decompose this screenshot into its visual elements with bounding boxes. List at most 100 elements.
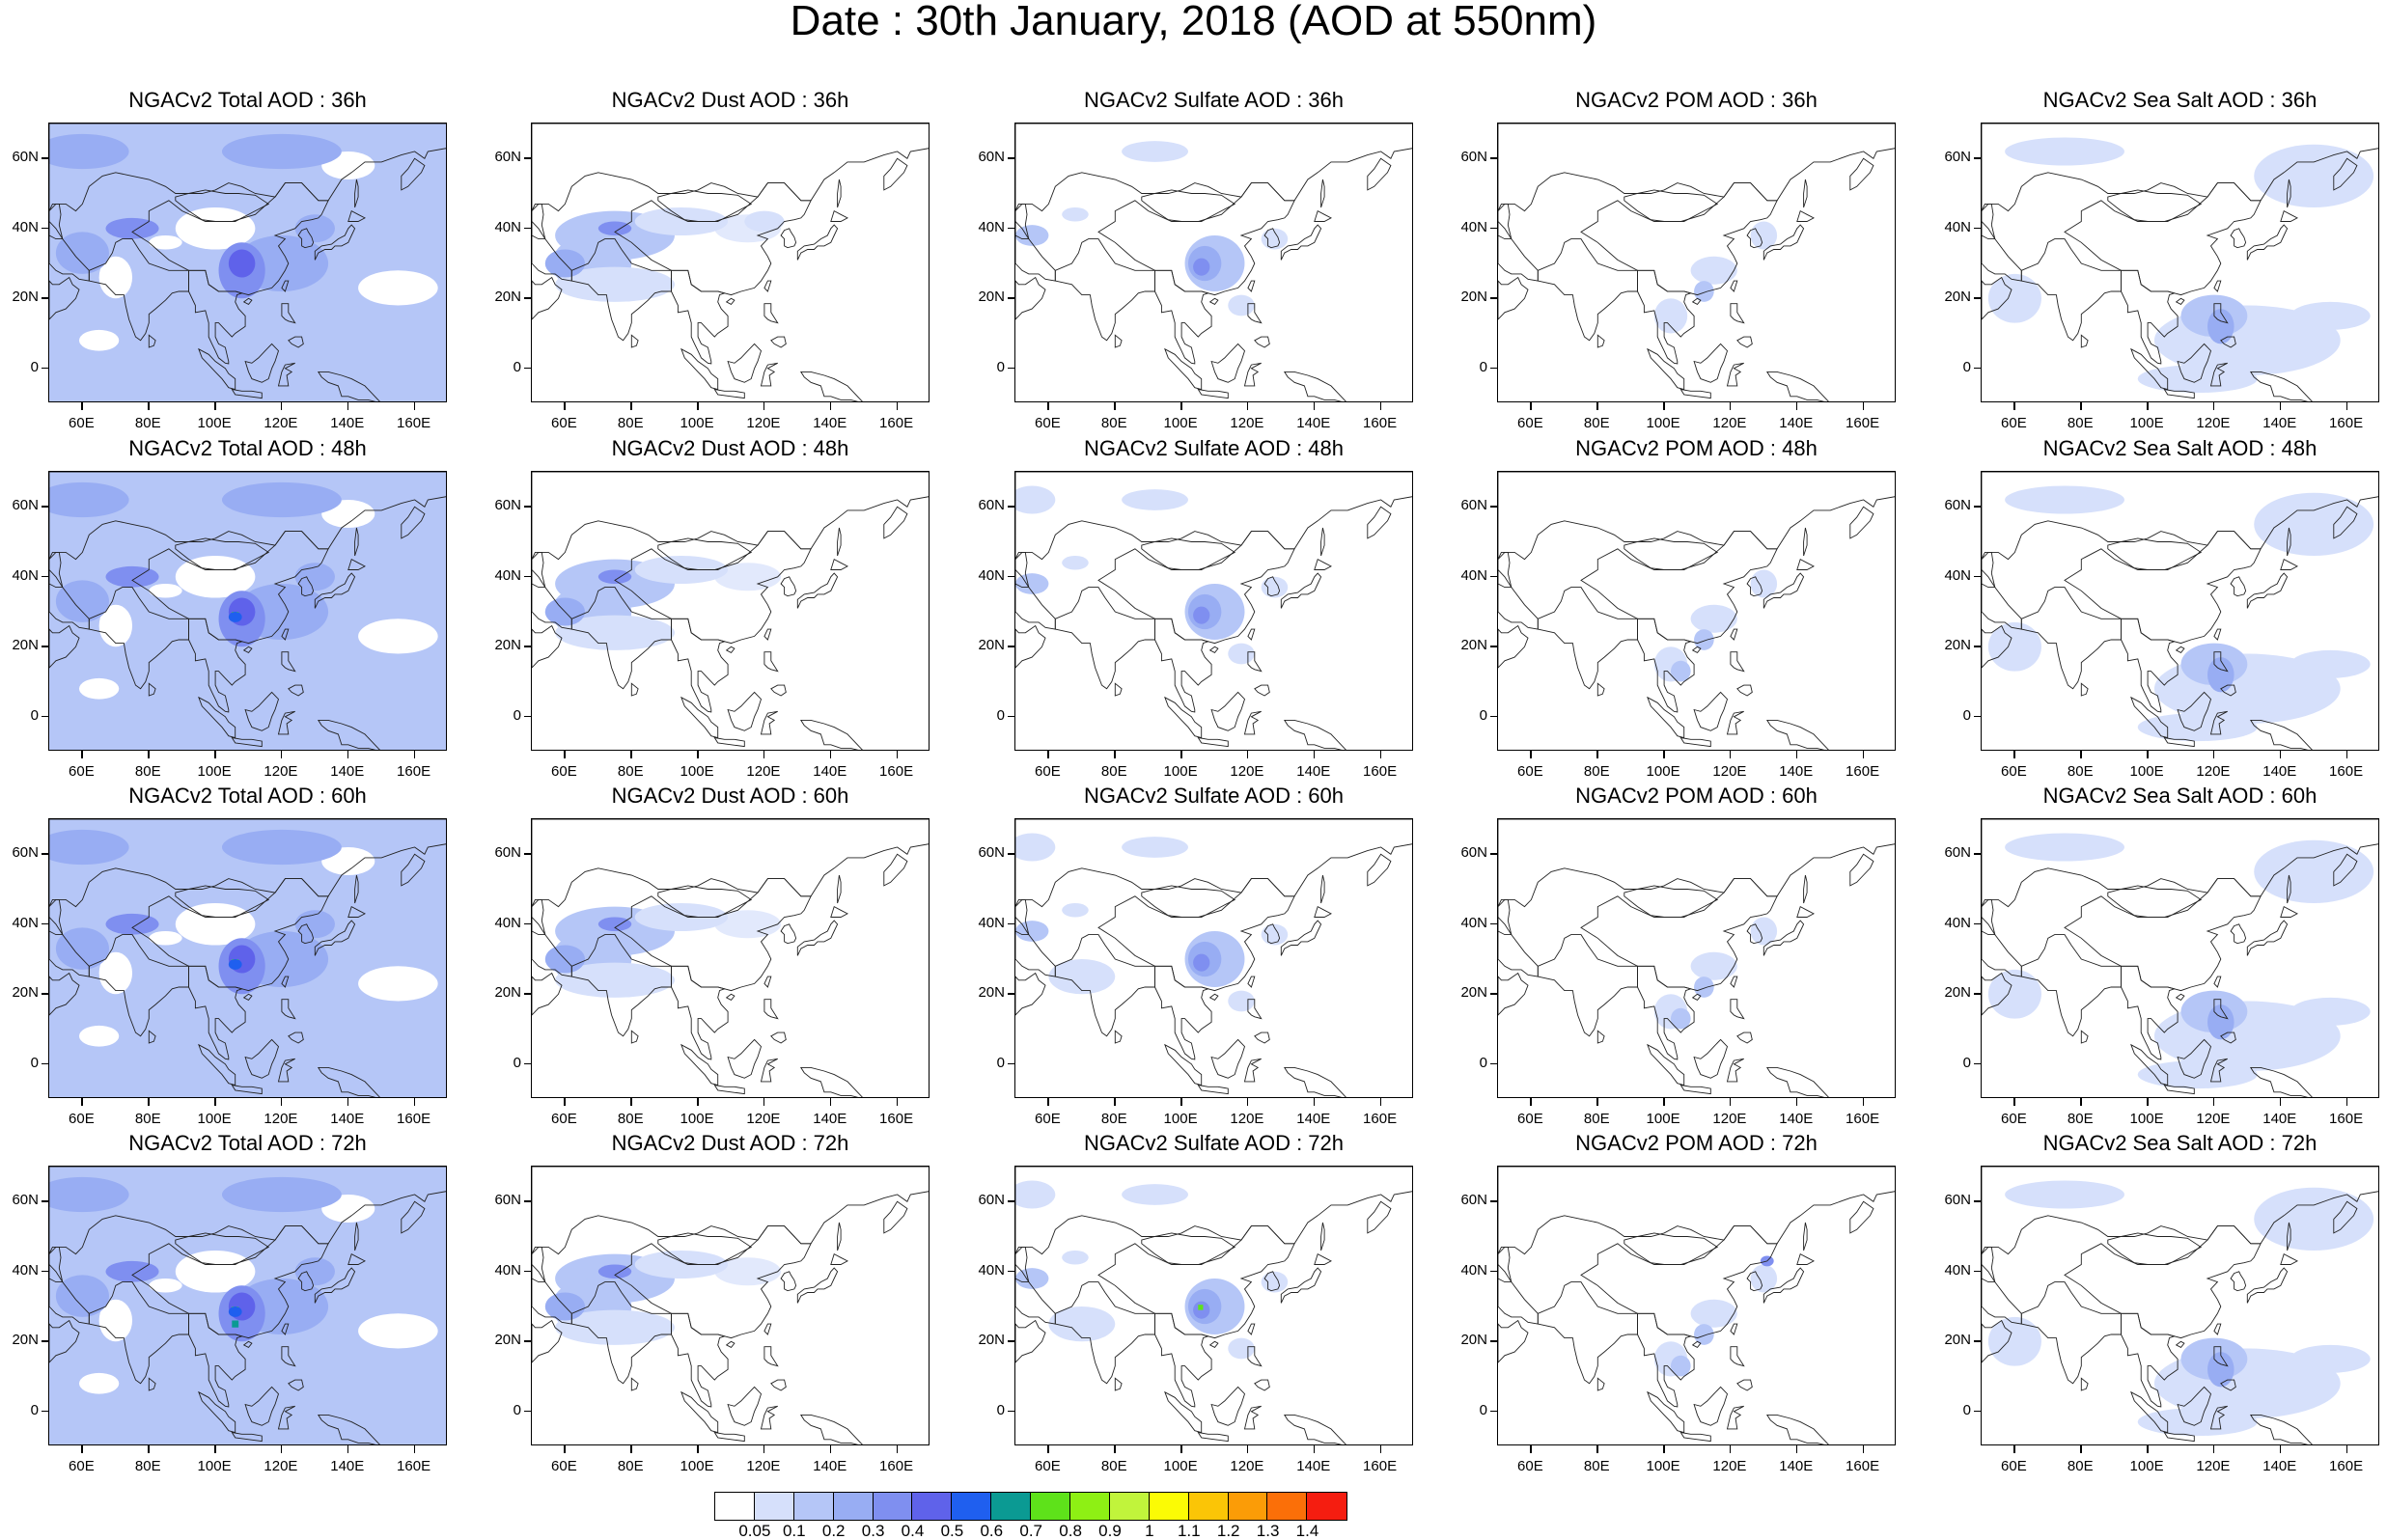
lat-tick [1974,227,1981,230]
coastline [570,1281,672,1385]
lon-tick-label: 160E [397,1458,431,1474]
coastline [830,558,848,570]
lat-tick [524,715,531,718]
map-panel-total-3: NGACv2 Total AOD : 72h 60N 40N 20N 0 60E 80E 10… [12,1131,447,1474]
lon-tick-label: 120E [746,763,781,780]
coastline [1596,1377,1605,1391]
coastline [796,572,839,609]
lat-tick [42,297,48,299]
coastline [277,1405,295,1430]
lon-tick-label: 60E [1517,1458,1543,1474]
coastline [1762,920,1805,956]
coastline [680,1043,719,1086]
aod-field-patch [1062,556,1089,570]
lon-tick [763,1445,765,1453]
lat-tick [524,227,531,230]
aod-map [1982,1167,2378,1444]
coastline [680,347,719,391]
coastline [49,1319,80,1363]
colorbar-swatch [1070,1493,1110,1520]
coastline [1624,189,1719,222]
lon-tick-label: 140E [2262,1111,2297,1127]
aod-map [49,819,446,1097]
colorbar-label: 1.2 [1216,1522,1240,1540]
coastline [570,934,672,1037]
panel-title: NGACv2 Total AOD : 72h [128,1131,367,1155]
aod-field-patch [1750,917,1778,946]
lon-tick [829,751,832,758]
aod-map [532,819,929,1097]
coastline [1154,269,1212,365]
coastline [1498,624,1529,669]
coastline [1982,819,2378,908]
coastline [1210,343,1246,383]
coastline [657,885,753,918]
coastline [297,228,315,249]
lat-tick [1008,1270,1014,1273]
lon-tick [2279,402,2282,410]
coastline [347,1252,366,1265]
coastline [1243,1405,1262,1430]
lat-tick-label: 40N [12,914,39,931]
aod-field-patch [2005,1180,2124,1209]
lat-tick-label: 40N [978,1261,1005,1279]
aod-field-patch [2207,1004,2234,1040]
coastline [1141,189,1236,222]
coastline [401,506,426,539]
lat-tick-label: 40N [12,1261,39,1279]
aod-field-patch [2207,657,2234,693]
map-plot-area [48,471,447,751]
lon-tick-label: 80E [2067,763,2094,780]
aod-field-patch [2137,1060,2258,1089]
coastline [281,651,296,673]
lat-tick [1008,1062,1014,1065]
lat-tick-label: 20N [12,1332,39,1349]
coastline [2175,1340,2185,1348]
lat-tick [524,575,531,578]
lon-tick [81,1098,83,1106]
lon-tick [564,1098,566,1106]
lon-tick [1246,402,1249,410]
lat-tick-label: 40N [12,566,39,584]
lat-tick-label: 60N [1460,844,1487,862]
coastline [680,696,719,739]
lat-tick [42,1410,48,1413]
coastline [354,874,359,904]
lat-tick [1974,993,1981,995]
coastline [1208,1340,1219,1348]
coastline [2220,1031,2236,1044]
lat-tick-label: 60N [1944,844,1971,862]
coastline [242,993,253,1001]
coastline [281,976,290,988]
coastline [763,651,779,673]
map-panel-dust-1: NGACv2 Dust AOD : 48h 60N 40N 20N 0 60E 80E 100… [494,436,930,780]
coastline [244,343,280,383]
coastline [1796,209,1815,222]
coastline [1197,388,1229,399]
coastline [49,472,446,561]
coastline [1637,965,1695,1060]
aod-field-patch [1015,485,1056,514]
lon-tick [413,1445,416,1453]
lon-tick-label: 80E [134,1111,161,1127]
panel-title: NGACv2 Sea Salt AOD : 48h [2042,436,2318,460]
coastline [1314,905,1332,918]
panel-title: NGACv2 POM AOD : 48h [1575,436,1818,460]
coastline [1498,898,1513,936]
lon-tick-label: 60E [1517,415,1543,431]
coastline [1730,999,1745,1020]
lon-tick [280,1098,283,1106]
coastline [1314,209,1332,222]
aod-field-patch [634,1251,729,1279]
lat-tick [1008,922,1014,925]
lon-tick [2147,1098,2149,1106]
lat-tick [1008,1410,1014,1413]
lon-tick-label: 120E [1712,763,1747,780]
coastline [1498,1246,1513,1283]
coastline [2213,999,2229,1020]
coastline [1730,303,1745,324]
aod-field-patch [1015,921,1049,942]
lon-tick [829,1098,832,1106]
lat-tick-label: 40N [1460,218,1487,235]
coastline [347,905,366,918]
